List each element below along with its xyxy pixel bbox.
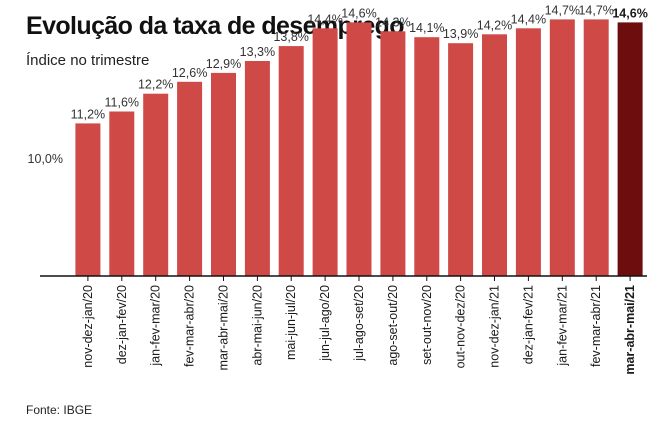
bar-value-label: 11,6%	[105, 96, 140, 110]
bar-ago-set-out/20	[380, 31, 406, 276]
bar-value-label: 11,2%	[71, 107, 106, 121]
bar-value-label: 13,9%	[443, 27, 478, 41]
bar-jan-fev-mar/20	[143, 93, 169, 276]
bar-dez-jan-fev/21	[515, 28, 541, 276]
x-tick-label: nov-dez-jan/21	[488, 285, 502, 368]
bar-jun-jul-ago/20	[312, 28, 338, 276]
bar-abr-mai-jun/20	[244, 61, 270, 276]
bar-value-label: 12,9%	[206, 57, 241, 71]
bar-value-label: 14,6%	[341, 6, 376, 20]
source-note: Fonte: IBGE	[26, 403, 93, 417]
bar-nov-dez-jan/20	[75, 123, 101, 277]
bar-value-label: 13,3%	[240, 45, 275, 59]
x-tick-label: mai-jun-jul/20	[284, 285, 298, 360]
bar-out-nov-dez/20	[448, 43, 474, 277]
x-tick-label: nov-dez-jan/20	[81, 285, 95, 368]
bar-value-label: 14,1%	[409, 21, 444, 35]
x-tick-label: dez-jan-fev/20	[115, 285, 129, 364]
x-tick-label: fev-mar-abr/20	[183, 285, 197, 367]
bar-value-label: 12,6%	[172, 66, 207, 80]
bar-value-label: 14,2%	[477, 18, 512, 32]
x-tick-label: abr-mai-jun/20	[250, 285, 264, 366]
x-tick-label: mar-abr-mai/20	[217, 285, 231, 370]
x-tick-label: ago-set-out/20	[386, 285, 400, 366]
bar-value-label: 14,3%	[375, 15, 410, 29]
bar-value-label: 12,2%	[138, 78, 173, 92]
bar-dez-jan-fev/20	[109, 111, 135, 276]
bar-mar-abr-mai/21	[617, 22, 643, 277]
bar-value-label: 13,8%	[273, 30, 308, 44]
bar-mai-jun-jul/20	[278, 46, 304, 276]
bar-jul-ago-set/20	[346, 22, 372, 277]
bar-fev-mar-abr/20	[177, 81, 203, 276]
bar-value-label: 14,7%	[578, 3, 613, 17]
x-tick-label: out-nov-dez/20	[454, 285, 468, 368]
bar-value-label: 14,4%	[511, 12, 546, 26]
bar-mar-abr-mai/20	[211, 72, 236, 277]
bar-value-label: 14,6%	[612, 6, 647, 20]
x-tick-label: jun-jul-ago/20	[318, 285, 332, 362]
bar-set-out-nov/20	[414, 37, 440, 277]
bar-fev-mar-abr/21	[583, 19, 609, 277]
chart-subtitle: Índice no trimestre	[26, 52, 150, 69]
bar-value-label: 14,4%	[307, 12, 342, 26]
x-tick-label: mar-abr-mai/21	[623, 285, 637, 375]
x-tick-label: jul-ago-set/20	[352, 285, 366, 362]
x-tick-label: jan-fev-mar/21	[555, 285, 569, 367]
bar-value-label: 14,7%	[545, 3, 580, 17]
x-tick-label: set-out-nov/20	[420, 285, 434, 365]
bar-jan-fev-mar/21	[549, 19, 575, 277]
x-tick-label: fev-mar-abr/21	[589, 285, 603, 367]
x-tick-label: jan-fev-mar/20	[149, 285, 163, 367]
y-tick-label: 10,0%	[28, 152, 63, 166]
chart-title: Evolução da taxa de desemprego	[26, 12, 405, 40]
x-tick-label: dez-jan-fev/21	[521, 285, 535, 364]
bar-nov-dez-jan/21	[482, 34, 507, 276]
